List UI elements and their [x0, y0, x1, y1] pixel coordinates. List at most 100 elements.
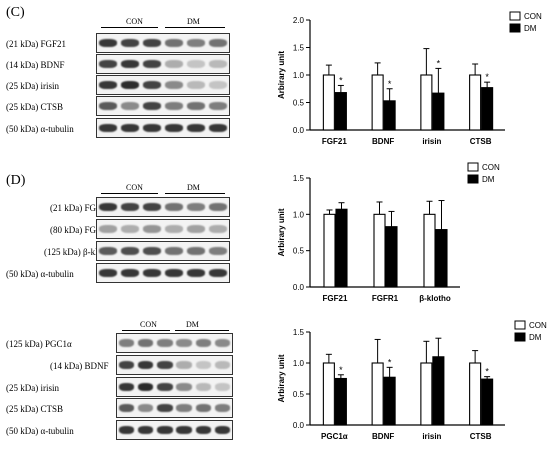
- blot-band: [143, 60, 161, 68]
- blot-label: (50 kDa) α-tubulin: [6, 426, 74, 436]
- legend-swatch: [467, 162, 479, 172]
- significance-mark: *: [485, 72, 489, 82]
- blot-band: [143, 225, 161, 233]
- blot-band: [187, 225, 205, 233]
- blot-band: [157, 426, 173, 434]
- blot-tubulin: [96, 263, 230, 283]
- panel-letter-c: (C): [6, 5, 25, 20]
- x-tick-label: FGF21: [323, 294, 348, 303]
- bar-con: [371, 362, 384, 426]
- legend-swatch: [514, 332, 526, 342]
- x-tick-label: BDNF: [372, 432, 394, 441]
- blot-band: [121, 81, 139, 89]
- bar-dm: [435, 229, 448, 288]
- blot-band: [121, 39, 139, 47]
- bar-con: [322, 362, 335, 426]
- blot-bdnf: [116, 355, 233, 375]
- blot-band: [195, 426, 211, 434]
- y-tick-label: 0.0: [293, 421, 305, 430]
- legend-swatch: [467, 174, 479, 184]
- blot-band: [214, 339, 231, 347]
- group-label-con: CON: [140, 320, 157, 329]
- x-tick-label: CTSB: [470, 137, 492, 146]
- significance-mark: *: [485, 367, 489, 377]
- blot-band: [143, 39, 161, 47]
- y-tick-label: 0.5: [293, 99, 305, 108]
- legend-label: CON: [529, 321, 547, 330]
- blot-band: [157, 404, 173, 412]
- group-label-dm: DM: [186, 320, 199, 329]
- blot-band: [165, 203, 183, 211]
- blot-band: [209, 102, 227, 110]
- blot-band: [121, 124, 139, 132]
- group-label-con: CON: [126, 17, 143, 26]
- blot-label: (14 kDa) BDNF: [6, 60, 65, 70]
- blot-band: [187, 39, 205, 47]
- y-tick-label: 1.5: [293, 328, 305, 337]
- y-tick-label: 0.0: [293, 126, 305, 135]
- blot-band: [209, 269, 227, 277]
- y-tick-label: 0.0: [293, 283, 305, 292]
- group-line-con: [122, 330, 170, 331]
- y-tick-label: 0.5: [293, 390, 305, 399]
- group-line-dm: [175, 330, 229, 331]
- blot-band: [138, 339, 154, 347]
- blot-band: [99, 203, 117, 211]
- panel-letter-d: (D): [6, 173, 26, 188]
- y-axis-label: Arbirary unit: [277, 51, 286, 99]
- blot-band: [99, 102, 117, 110]
- legend-label: DM: [529, 333, 542, 342]
- legend-swatch: [514, 320, 526, 330]
- blot-beta-klotho: [96, 241, 230, 261]
- blot-band: [187, 124, 205, 132]
- blot-band: [214, 383, 231, 391]
- group-line-con: [101, 27, 158, 28]
- bar-dm: [334, 377, 347, 426]
- blot-band: [165, 60, 183, 68]
- y-tick-label: 1.0: [293, 359, 305, 368]
- blot-label: (14 kDa) BDNF: [50, 361, 109, 371]
- blot-band: [121, 269, 139, 277]
- blot-fgf21: [96, 33, 230, 53]
- blot-fgf21: [96, 197, 230, 217]
- blot-band: [165, 102, 183, 110]
- blot-band: [176, 361, 192, 369]
- blot-band: [121, 203, 139, 211]
- blot-pgc1a: [116, 333, 233, 353]
- blot-band: [138, 426, 154, 434]
- blot-irisin: [96, 75, 230, 95]
- blot-ctsb: [116, 398, 233, 418]
- x-tick-label: CTSB: [470, 432, 492, 441]
- blot-band: [165, 269, 183, 277]
- blot-band: [121, 102, 139, 110]
- blot-fgfr1: [96, 219, 230, 239]
- legend-swatch: [509, 23, 521, 33]
- blot-band: [118, 339, 135, 347]
- blot-band: [99, 39, 117, 47]
- blot-label: (25 kDa) CTSB: [6, 404, 63, 414]
- blot-band: [143, 102, 161, 110]
- blot-band: [157, 361, 173, 369]
- group-label-dm: DM: [187, 17, 200, 26]
- blot-band: [143, 203, 161, 211]
- bar-con: [322, 74, 335, 131]
- blot-band: [99, 124, 117, 132]
- blot-band: [187, 247, 205, 255]
- blot-label: (50 kDa) α-tubulin: [6, 124, 74, 134]
- blot-band: [209, 203, 227, 211]
- blot-band: [165, 81, 183, 89]
- y-tick-label: 0.5: [293, 247, 305, 256]
- group-label-con: CON: [126, 183, 143, 192]
- legend-label: DM: [482, 175, 495, 184]
- blot-band: [143, 81, 161, 89]
- y-tick-label: 2.0: [293, 16, 305, 25]
- y-tick-label: 1.5: [293, 174, 305, 183]
- blot-bdnf: [96, 54, 230, 74]
- blot-band: [99, 81, 117, 89]
- blot-band: [138, 383, 154, 391]
- blot-band: [121, 60, 139, 68]
- bar-con: [323, 213, 336, 288]
- x-tick-label: FGF21: [322, 137, 347, 146]
- blot-label: (21 kDa) FGF21: [50, 203, 110, 213]
